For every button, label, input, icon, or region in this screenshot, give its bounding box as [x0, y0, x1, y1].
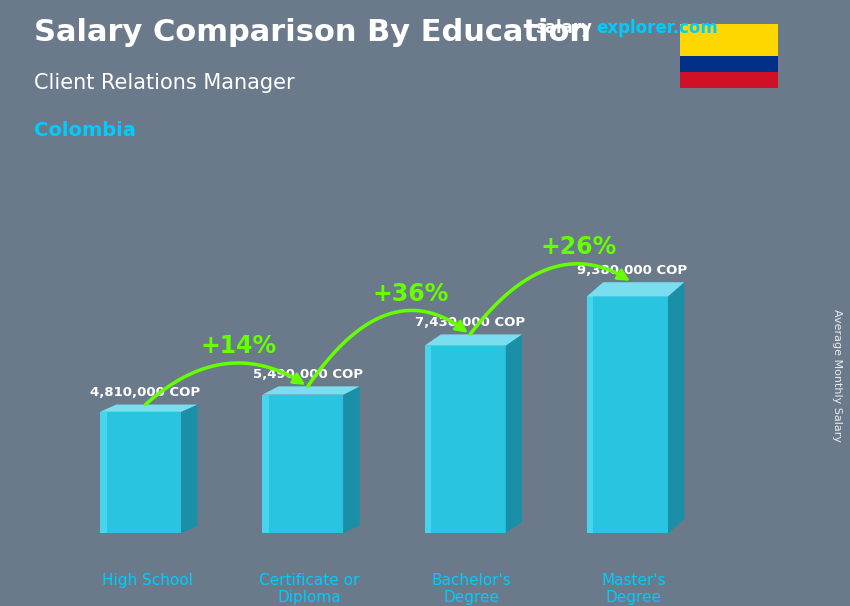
Polygon shape [100, 405, 197, 412]
Bar [263, 395, 269, 533]
Text: +14%: +14% [201, 335, 277, 358]
Polygon shape [425, 335, 522, 345]
Text: 5,490,000 COP: 5,490,000 COP [252, 368, 363, 381]
Polygon shape [668, 282, 684, 533]
Text: 4,810,000 COP: 4,810,000 COP [90, 386, 201, 399]
Bar [586, 296, 668, 533]
Polygon shape [343, 387, 360, 533]
Bar [263, 395, 343, 533]
Polygon shape [586, 282, 684, 296]
Text: +36%: +36% [373, 282, 450, 306]
Bar [680, 72, 778, 88]
Text: Client Relations Manager: Client Relations Manager [34, 73, 295, 93]
Text: 9,380,000 COP: 9,380,000 COP [577, 264, 688, 277]
Bar [425, 345, 506, 533]
Text: explorer.com: explorer.com [597, 19, 718, 38]
Text: High School: High School [102, 573, 193, 588]
Bar [100, 412, 106, 533]
Polygon shape [506, 335, 522, 533]
Bar [425, 345, 431, 533]
Bar [680, 24, 778, 56]
Text: Certificate or
Diploma: Certificate or Diploma [259, 573, 360, 605]
Text: Master's
Degree: Master's Degree [602, 573, 666, 605]
Bar [100, 412, 181, 533]
Text: +26%: +26% [540, 235, 616, 259]
Text: Bachelor's
Degree: Bachelor's Degree [432, 573, 512, 605]
Text: Average Monthly Salary: Average Monthly Salary [832, 309, 842, 442]
Polygon shape [263, 387, 360, 395]
Text: Colombia: Colombia [34, 121, 136, 140]
Text: salary: salary [536, 19, 592, 38]
Text: Salary Comparison By Education: Salary Comparison By Education [34, 18, 591, 47]
Bar [680, 56, 778, 72]
Bar [586, 296, 593, 533]
Polygon shape [181, 405, 197, 533]
Text: 7,430,000 COP: 7,430,000 COP [415, 316, 525, 329]
